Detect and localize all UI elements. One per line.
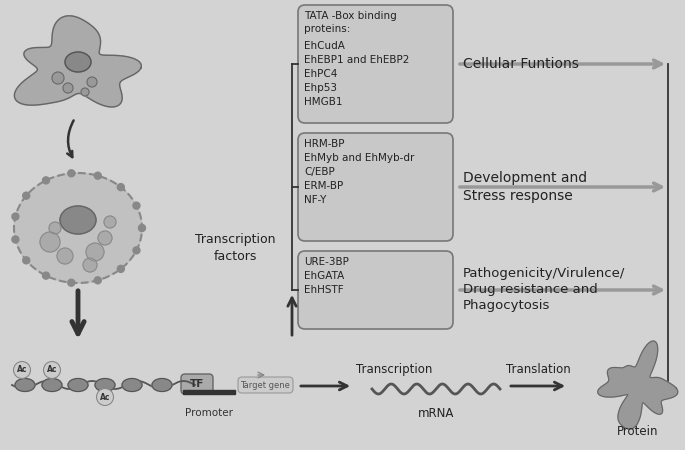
Circle shape xyxy=(12,213,19,220)
Circle shape xyxy=(95,277,101,284)
Circle shape xyxy=(95,172,101,179)
Circle shape xyxy=(40,232,60,252)
Circle shape xyxy=(86,243,104,261)
Circle shape xyxy=(42,272,49,279)
Circle shape xyxy=(97,388,114,405)
Circle shape xyxy=(133,247,140,254)
Circle shape xyxy=(52,72,64,84)
Circle shape xyxy=(133,202,140,209)
Ellipse shape xyxy=(14,173,142,283)
Text: Transcription
factors: Transcription factors xyxy=(195,233,275,263)
Polygon shape xyxy=(14,16,141,107)
Circle shape xyxy=(138,225,145,231)
Text: Target gene: Target gene xyxy=(240,381,290,390)
Circle shape xyxy=(104,216,116,228)
Circle shape xyxy=(12,236,19,243)
Text: EhCudA
EhEBP1 and EhEBP2
EhPC4
Ehp53
HMGB1: EhCudA EhEBP1 and EhEBP2 EhPC4 Ehp53 HMG… xyxy=(304,41,410,107)
Text: Ac: Ac xyxy=(100,392,110,401)
Circle shape xyxy=(87,77,97,87)
Text: mRNA: mRNA xyxy=(418,407,454,420)
Text: Ac: Ac xyxy=(16,365,27,374)
Polygon shape xyxy=(598,341,677,429)
Circle shape xyxy=(63,83,73,93)
Text: Promoter: Promoter xyxy=(185,408,233,418)
FancyBboxPatch shape xyxy=(298,251,453,329)
FancyBboxPatch shape xyxy=(298,5,453,123)
Text: Ac: Ac xyxy=(47,365,58,374)
Ellipse shape xyxy=(68,378,88,392)
Ellipse shape xyxy=(60,206,96,234)
Circle shape xyxy=(117,184,124,191)
Ellipse shape xyxy=(122,378,142,392)
Circle shape xyxy=(117,266,124,272)
Circle shape xyxy=(83,258,97,272)
FancyBboxPatch shape xyxy=(181,374,213,394)
Text: URE-3BP
EhGATA
EhHSTF: URE-3BP EhGATA EhHSTF xyxy=(304,257,349,295)
Text: Development and
Stress response: Development and Stress response xyxy=(463,171,587,202)
Circle shape xyxy=(98,231,112,245)
Text: TATA -Box binding
proteins:: TATA -Box binding proteins: xyxy=(304,11,397,34)
Text: TF: TF xyxy=(190,379,204,389)
Bar xyxy=(183,390,235,394)
Circle shape xyxy=(81,88,89,96)
Circle shape xyxy=(49,222,61,234)
Ellipse shape xyxy=(152,378,172,392)
Ellipse shape xyxy=(65,52,91,72)
Text: Transcription: Transcription xyxy=(356,363,432,376)
Circle shape xyxy=(44,361,60,378)
Text: HRM-BP
EhMyb and EhMyb-dr
C/EBP
ERM-BP
NF-Y: HRM-BP EhMyb and EhMyb-dr C/EBP ERM-BP N… xyxy=(304,139,414,205)
Ellipse shape xyxy=(15,378,35,392)
Ellipse shape xyxy=(95,378,115,392)
Text: Translation: Translation xyxy=(506,363,571,376)
Circle shape xyxy=(57,248,73,264)
Circle shape xyxy=(42,177,49,184)
Ellipse shape xyxy=(42,378,62,392)
Circle shape xyxy=(23,192,29,199)
FancyBboxPatch shape xyxy=(298,133,453,241)
Text: Pathogenicity/Virulence/
Drug resistance and
Phagocytosis: Pathogenicity/Virulence/ Drug resistance… xyxy=(463,267,625,312)
FancyBboxPatch shape xyxy=(238,377,293,393)
Circle shape xyxy=(68,170,75,177)
Text: Cellular Funtions: Cellular Funtions xyxy=(463,57,579,71)
Text: Protein: Protein xyxy=(617,425,659,438)
Circle shape xyxy=(68,279,75,286)
Circle shape xyxy=(23,257,29,264)
Circle shape xyxy=(14,361,31,378)
